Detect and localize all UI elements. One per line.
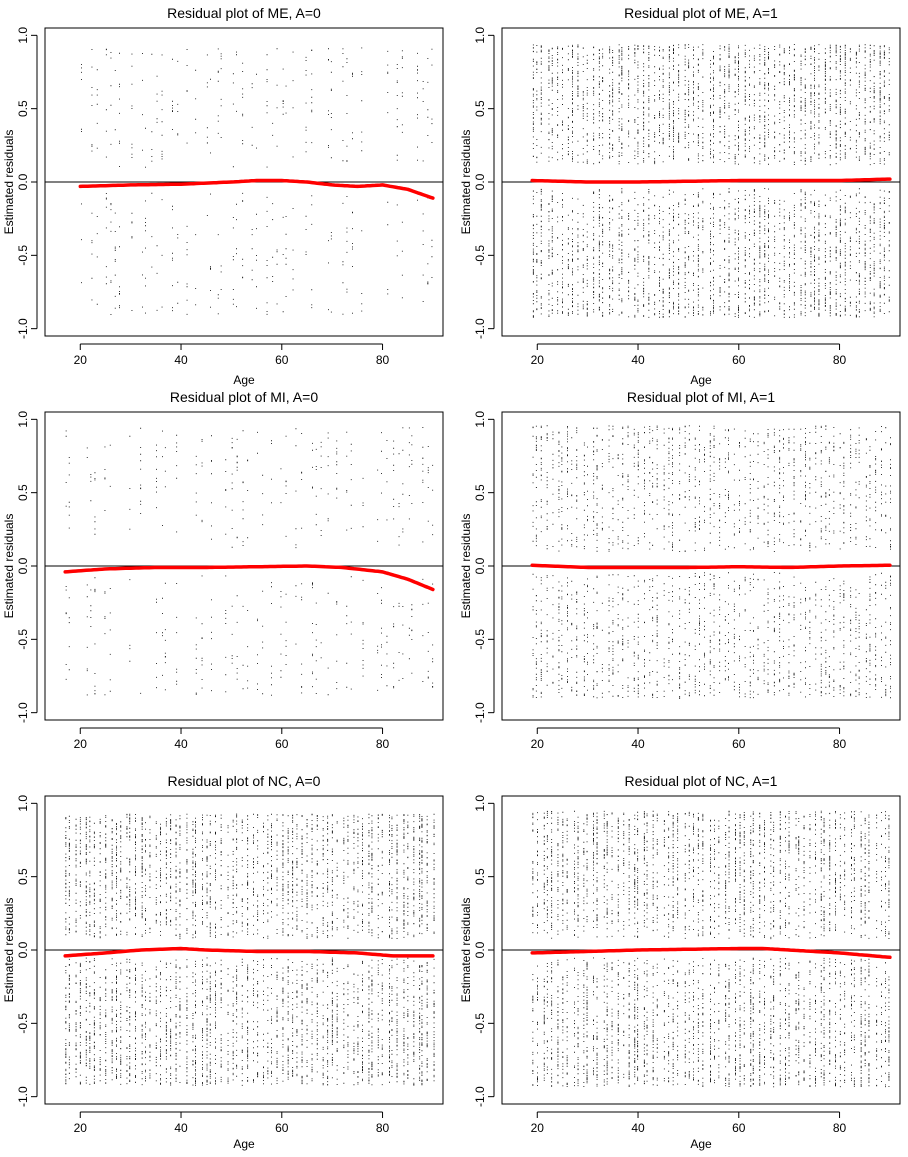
x-tick-label: 60 xyxy=(732,1121,746,1135)
y-tick-label: 0.0 xyxy=(16,557,30,574)
smooth-fit-line xyxy=(78,178,435,200)
x-tick-label: 60 xyxy=(732,737,746,751)
x-tick-label: 80 xyxy=(376,737,390,751)
panel-title: Residual plot of ME, A=0 xyxy=(167,5,321,21)
y-tick-label: -0.5 xyxy=(16,245,30,266)
y-tick-label: 0.0 xyxy=(16,173,30,190)
y-tick-label: -1.0 xyxy=(16,702,30,723)
panel-3: Residual plot of MI, A=0 20 40 60 80 -1.0 -0.5… xyxy=(2,389,444,751)
panel-5: Residual plot of NC, A=0 20 40 60 80 -1.0 -0.5… xyxy=(2,773,444,1151)
y-tick-label: 0.5 xyxy=(473,100,487,117)
smooth-fit-line xyxy=(63,564,435,592)
y-tick-label: 0.5 xyxy=(473,868,487,885)
y-tick-label: 1.0 xyxy=(473,795,487,812)
residual-points xyxy=(65,427,434,696)
smooth-fit-line xyxy=(530,563,892,570)
y-tick-label: -0.5 xyxy=(473,629,487,650)
x-tick-label: 80 xyxy=(833,353,847,367)
smooth-fit-line xyxy=(530,946,892,960)
x-axis-label: Age xyxy=(690,1137,712,1151)
x-tick-label: 40 xyxy=(174,1121,188,1135)
panel-1: Residual plot of ME, A=0 20 40 60 80 -1.0 -0.5… xyxy=(2,5,444,387)
y-tick-label: 1.0 xyxy=(16,795,30,812)
panel-title: Residual plot of NC, A=0 xyxy=(168,773,321,789)
x-tick-label: 60 xyxy=(275,1121,289,1135)
x-tick-label: 20 xyxy=(74,1121,88,1135)
y-tick-label: 0.5 xyxy=(16,100,30,117)
y-tick-label: 0.0 xyxy=(473,941,487,958)
scatter-points xyxy=(532,810,890,1088)
y-axis-label: Estimated residuals xyxy=(459,514,473,619)
x-tick-label: 80 xyxy=(833,737,847,751)
x-tick-label: 40 xyxy=(174,353,188,367)
x-tick-label: 40 xyxy=(631,737,645,751)
residual-points xyxy=(532,425,891,699)
panel-4: Residual plot of MI, A=1 20 40 60 80 -1.0 -0.5… xyxy=(459,389,901,751)
x-tick-label: 40 xyxy=(631,353,645,367)
y-tick-label: -1.0 xyxy=(473,702,487,723)
x-tick-label: 20 xyxy=(531,1121,545,1135)
y-tick-label: -1.0 xyxy=(473,1086,487,1107)
y-tick-label: 1.0 xyxy=(16,411,30,428)
y-tick-label: 0.0 xyxy=(16,941,30,958)
y-axis-label: Estimated residuals xyxy=(2,898,16,1003)
panel-title: Residual plot of MI, A=0 xyxy=(170,389,318,405)
x-tick-label: 20 xyxy=(531,737,545,751)
x-axis-label: Age xyxy=(690,373,712,387)
y-tick-label: 1.0 xyxy=(473,411,487,428)
panel-title: Residual plot of NC, A=1 xyxy=(625,773,778,789)
y-tick-label: 0.0 xyxy=(473,557,487,574)
y-tick-label: -0.5 xyxy=(473,1013,487,1034)
x-tick-label: 80 xyxy=(833,1121,847,1135)
y-tick-label: -1.0 xyxy=(16,1086,30,1107)
x-tick-label: 60 xyxy=(275,353,289,367)
y-tick-label: -0.5 xyxy=(473,245,487,266)
panel-title: Residual plot of MI, A=1 xyxy=(627,389,775,405)
x-tick-label: 60 xyxy=(275,737,289,751)
x-tick-label: 80 xyxy=(376,1121,390,1135)
x-tick-label: 40 xyxy=(631,1121,645,1135)
smooth-fit-line xyxy=(63,946,435,958)
y-tick-label: 0.0 xyxy=(473,173,487,190)
x-tick-label: 20 xyxy=(531,353,545,367)
y-tick-label: 0.5 xyxy=(16,484,30,501)
y-axis-label: Estimated residuals xyxy=(2,514,16,619)
scatter-points xyxy=(532,425,891,699)
smooth-fit-line xyxy=(530,177,892,184)
y-tick-label: 1.0 xyxy=(16,27,30,44)
y-tick-label: 0.5 xyxy=(16,868,30,885)
x-tick-label: 80 xyxy=(376,353,390,367)
panel-6: Residual plot of NC, A=1 20 40 60 80 -1.0 -0.5… xyxy=(459,773,901,1151)
scatter-points xyxy=(65,427,434,696)
panel-2: Residual plot of ME, A=1 20 40 60 80 -1.0 -0.5… xyxy=(459,5,901,387)
x-tick-label: 20 xyxy=(74,353,88,367)
y-tick-label: -1.0 xyxy=(16,318,30,339)
x-tick-label: 60 xyxy=(732,353,746,367)
y-axis-label: Estimated residuals xyxy=(459,898,473,1003)
y-tick-label: -0.5 xyxy=(16,1013,30,1034)
y-tick-label: 1.0 xyxy=(473,27,487,44)
y-tick-label: -0.5 xyxy=(16,629,30,650)
y-tick-label: -1.0 xyxy=(473,318,487,339)
x-axis-label: Age xyxy=(233,373,255,387)
y-axis-label: Estimated residuals xyxy=(2,130,16,235)
panel-title: Residual plot of ME, A=1 xyxy=(624,5,778,21)
y-tick-label: 0.5 xyxy=(473,484,487,501)
residual-points xyxy=(532,810,890,1088)
x-tick-label: 20 xyxy=(74,737,88,751)
x-axis-label: Age xyxy=(233,1137,255,1151)
x-tick-label: 40 xyxy=(174,737,188,751)
y-axis-label: Estimated residuals xyxy=(459,130,473,235)
